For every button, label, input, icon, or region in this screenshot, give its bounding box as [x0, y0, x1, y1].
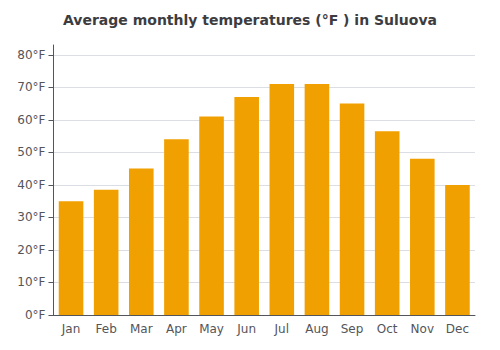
svg-text:Jan: Jan [61, 322, 81, 336]
svg-text:10°F: 10°F [17, 275, 45, 289]
svg-text:40°F: 40°F [17, 178, 45, 192]
svg-text:Sep: Sep [341, 322, 364, 336]
svg-text:Average monthly temperatures (: Average monthly temperatures (°F ) in Su… [63, 12, 437, 28]
svg-text:0°F: 0°F [25, 308, 46, 322]
svg-text:Dec: Dec [446, 322, 469, 336]
svg-text:50°F: 50°F [17, 145, 45, 159]
svg-text:Mar: Mar [130, 322, 153, 336]
svg-text:Apr: Apr [166, 322, 187, 336]
svg-text:20°F: 20°F [17, 243, 45, 257]
svg-text:60°F: 60°F [17, 113, 45, 127]
svg-text:70°F: 70°F [17, 80, 45, 94]
svg-text:Jul: Jul [274, 322, 289, 336]
svg-text:Aug: Aug [305, 322, 328, 336]
svg-text:80°F: 80°F [17, 48, 45, 62]
svg-text:Oct: Oct [377, 322, 398, 336]
svg-text:May: May [199, 322, 224, 336]
svg-text:Jun: Jun [236, 322, 256, 336]
svg-text:Nov: Nov [411, 322, 434, 336]
svg-text:30°F: 30°F [17, 210, 45, 224]
svg-text:Feb: Feb [96, 322, 117, 336]
